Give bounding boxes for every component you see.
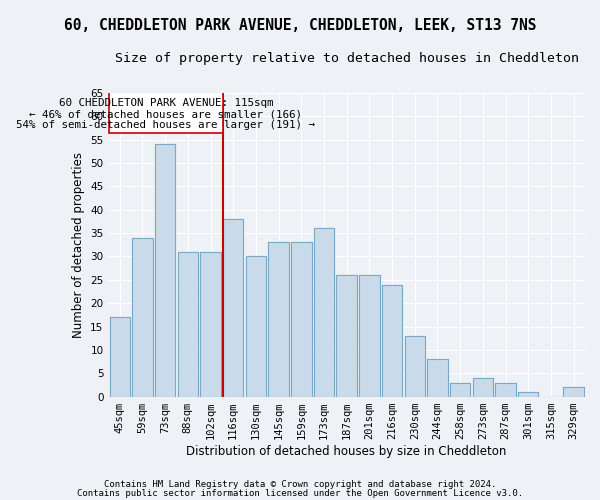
Bar	[314, 228, 334, 396]
Bar	[518, 392, 538, 396]
Bar	[473, 378, 493, 396]
Text: ← 46% of detached houses are smaller (166): ← 46% of detached houses are smaller (16…	[29, 109, 302, 119]
Bar	[245, 256, 266, 396]
Bar	[291, 242, 311, 396]
Text: 54% of semi-detached houses are larger (191) →: 54% of semi-detached houses are larger (…	[16, 120, 316, 130]
Bar	[518, 392, 538, 396]
Bar	[223, 219, 244, 396]
X-axis label: Distribution of detached houses by size in Cheddleton: Distribution of detached houses by size …	[187, 444, 507, 458]
Text: Contains public sector information licensed under the Open Government Licence v3: Contains public sector information licen…	[77, 489, 523, 498]
Bar	[178, 252, 198, 396]
Bar	[132, 238, 152, 396]
Bar	[496, 382, 516, 396]
Bar	[155, 144, 175, 396]
Bar	[245, 256, 266, 396]
Text: 60 CHEDDLETON PARK AVENUE: 115sqm: 60 CHEDDLETON PARK AVENUE: 115sqm	[59, 98, 273, 108]
Bar	[110, 317, 130, 396]
Text: 60, CHEDDLETON PARK AVENUE, CHEDDLETON, LEEK, ST13 7NS: 60, CHEDDLETON PARK AVENUE, CHEDDLETON, …	[64, 18, 536, 32]
Bar	[268, 242, 289, 396]
Bar	[110, 317, 130, 396]
Bar	[496, 382, 516, 396]
Bar	[427, 359, 448, 397]
Text: Contains HM Land Registry data © Crown copyright and database right 2024.: Contains HM Land Registry data © Crown c…	[104, 480, 496, 489]
Bar	[382, 284, 402, 397]
Bar	[563, 387, 584, 396]
Bar	[450, 382, 470, 396]
Bar	[404, 336, 425, 396]
Bar	[200, 252, 221, 396]
Bar	[132, 238, 152, 396]
Bar	[223, 219, 244, 396]
Bar	[200, 252, 221, 396]
Bar	[314, 228, 334, 396]
Y-axis label: Number of detached properties: Number of detached properties	[72, 152, 85, 338]
Bar	[382, 284, 402, 397]
Bar	[337, 275, 357, 396]
Title: Size of property relative to detached houses in Cheddleton: Size of property relative to detached ho…	[115, 52, 578, 66]
Bar	[337, 275, 357, 396]
Bar	[291, 242, 311, 396]
FancyBboxPatch shape	[109, 92, 223, 132]
Bar	[473, 378, 493, 396]
Bar	[563, 387, 584, 396]
Bar	[178, 252, 198, 396]
Bar	[427, 359, 448, 397]
Bar	[155, 144, 175, 396]
Bar	[268, 242, 289, 396]
Bar	[359, 275, 380, 396]
Bar	[450, 382, 470, 396]
Bar	[359, 275, 380, 396]
Bar	[404, 336, 425, 396]
